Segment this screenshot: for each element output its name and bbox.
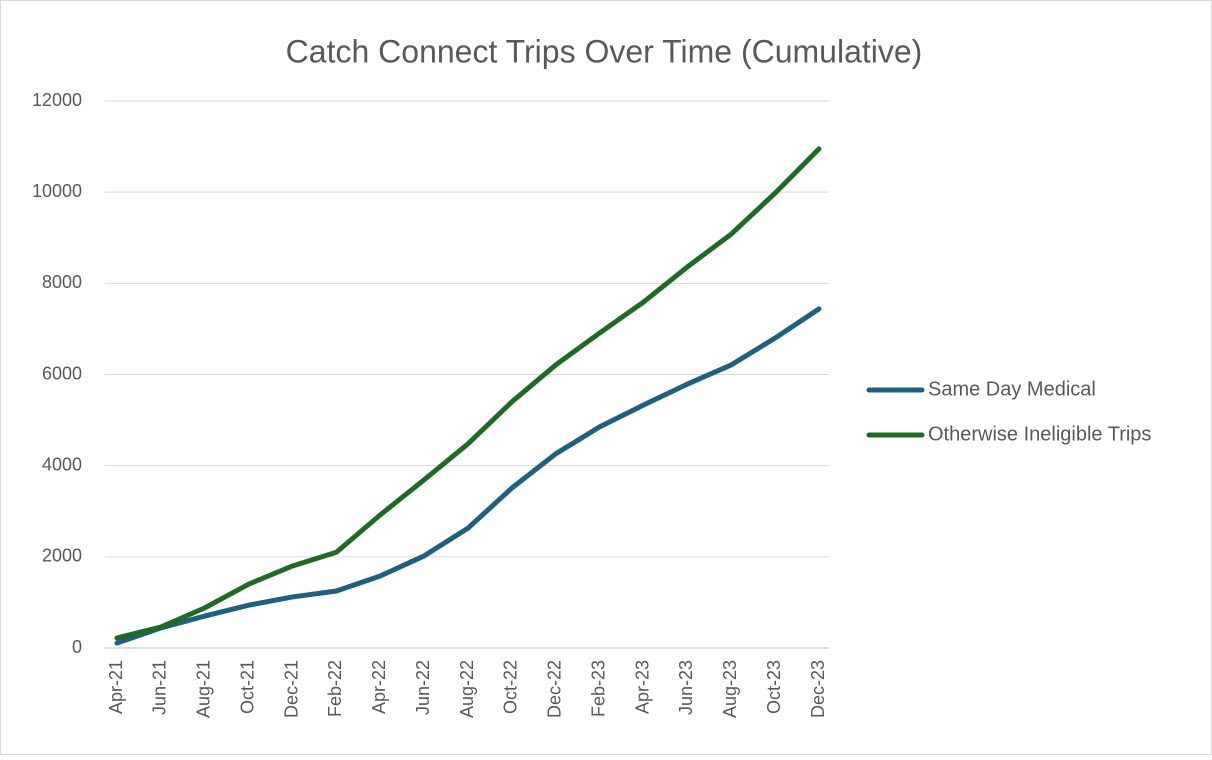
x-tick-label: Oct-21: [237, 660, 257, 714]
y-tick-label: 4000: [42, 454, 82, 474]
x-tick-label: Dec-22: [545, 660, 565, 718]
y-tick-label: 8000: [42, 272, 82, 292]
y-tick-label: 10000: [32, 181, 82, 201]
x-tick-label: Feb-22: [325, 660, 345, 717]
chart-title: Catch Connect Trips Over Time (Cumulativ…: [286, 33, 923, 69]
series-line: [114, 146, 822, 641]
x-tick-label: Apr-21: [106, 660, 126, 714]
x-tick-label: Apr-22: [369, 660, 389, 714]
x-tick-label: Aug-22: [457, 660, 477, 718]
y-tick-label: 6000: [42, 363, 82, 383]
x-tick-label: Aug-21: [194, 660, 214, 718]
x-tick-label: Oct-23: [764, 660, 784, 714]
x-tick-label: Dec-23: [808, 660, 828, 718]
x-tick-label: Jun-21: [150, 660, 170, 715]
x-tick-label: Aug-23: [720, 660, 740, 718]
x-tick-label: Jun-23: [676, 660, 696, 715]
y-tick-label: 2000: [42, 546, 82, 566]
legend-label: Same Day Medical: [928, 378, 1096, 400]
series-line: [114, 306, 822, 646]
x-tick-label: Dec-21: [281, 660, 301, 718]
x-tick-label: Feb-23: [588, 660, 608, 717]
legend-label: Otherwise Ineligible Trips: [928, 423, 1151, 445]
y-tick-label: 0: [72, 637, 82, 657]
x-tick-label: Apr-23: [632, 660, 652, 714]
y-tick-label: 12000: [32, 90, 82, 110]
x-tick-label: Oct-22: [501, 660, 521, 714]
x-tick-label: Jun-22: [413, 660, 433, 715]
